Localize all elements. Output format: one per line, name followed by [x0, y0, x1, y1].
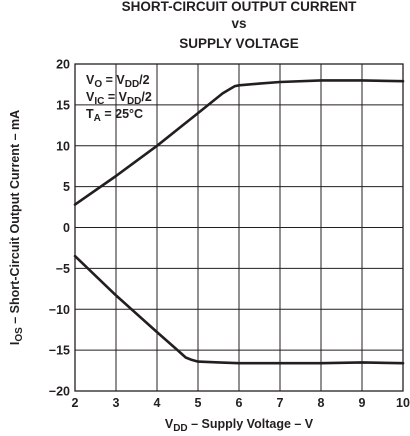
series-line-1 [73, 79, 405, 206]
y-tick-label: −15 [49, 344, 70, 358]
y-tick-label: −20 [49, 385, 70, 399]
x-tick-label: 10 [396, 396, 410, 410]
conditions-line-1: VO = VDD/2 [86, 73, 150, 90]
plot-frame [74, 63, 404, 392]
x-tick-label: 3 [113, 396, 120, 410]
x-tick-label: 2 [72, 396, 79, 410]
x-tick-label: 9 [359, 396, 366, 410]
conditions-line-3: TA = 25°C [86, 107, 143, 124]
x-tick-label: 6 [236, 396, 243, 410]
grid [74, 63, 404, 392]
y-tick-label: 10 [56, 139, 70, 153]
y-tick-label: 15 [56, 98, 70, 112]
tick-labels: 2 3 4 5 6 7 8 9 10 20 15 10 5 0 −5 −10 −15 −20 [49, 58, 410, 411]
y-tick-label: 5 [63, 180, 70, 194]
y-tick-label: −5 [56, 262, 70, 276]
y-tick-label: −10 [49, 303, 70, 317]
axis-labels: VDD – Supply Voltage – V IOS – Short-Circ… [8, 110, 314, 434]
chart-title: SHORT-CIRCUIT OUTPUT CURRENT vs SUPPLY VOL… [122, 0, 357, 51]
curves [73, 79, 405, 365]
y-tick-label: 20 [56, 58, 70, 72]
y-axis-label: IOS – Short-Circuit Output Current – mA [8, 110, 25, 345]
x-tick-label: 5 [195, 396, 202, 410]
conditions-line-2: VIC = VDD/2 [86, 90, 152, 107]
chart-title-line-2: vs [231, 16, 246, 31]
y-tick-label: 0 [63, 221, 70, 235]
series-line-2 [73, 254, 405, 365]
chart-title-line-3: SUPPLY VOLTAGE [179, 36, 299, 51]
x-tick-label: 7 [277, 396, 284, 410]
x-tick-label: 4 [154, 396, 161, 410]
x-axis-label: VDD – Supply Voltage – V [165, 417, 314, 434]
chart-title-line-1: SHORT-CIRCUIT OUTPUT CURRENT [122, 0, 357, 14]
x-tick-label: 8 [318, 396, 325, 410]
